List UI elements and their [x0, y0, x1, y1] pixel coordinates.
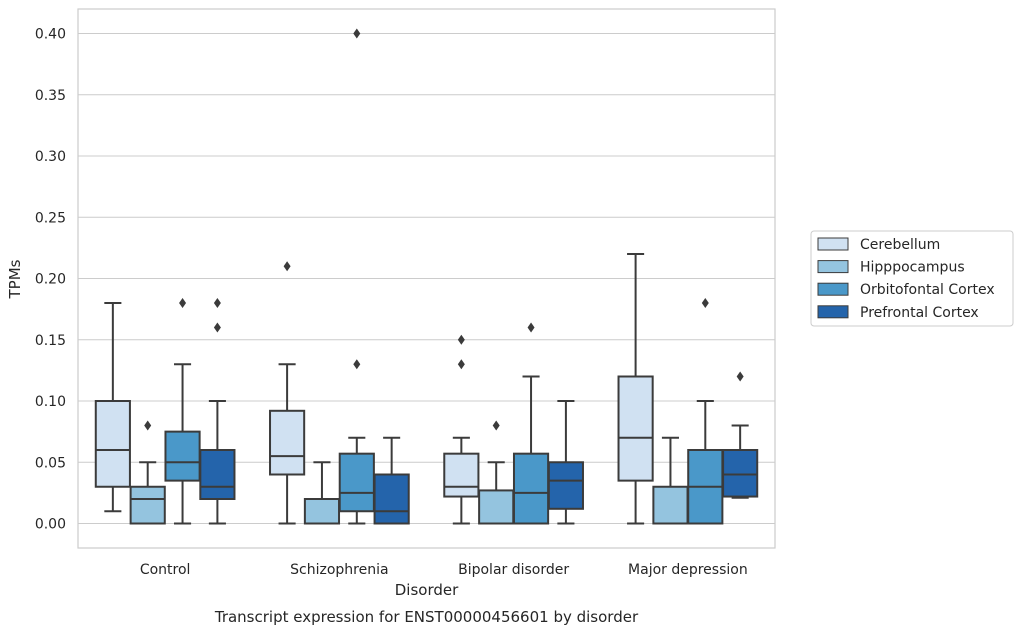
outlier-point — [527, 322, 535, 333]
box-body — [547, 461, 584, 510]
box-body — [338, 452, 375, 513]
box-0-2 — [164, 298, 201, 525]
legend-label: Cerebellum — [860, 237, 940, 253]
outlier-point — [213, 298, 221, 308]
chart-caption: Transcript expression for ENST0000045660… — [214, 608, 639, 626]
box-3-1 — [652, 436, 689, 525]
x-axis-label: Disorder — [395, 581, 459, 599]
legend-label: Hipppocampus — [860, 260, 965, 276]
box-1-3 — [373, 436, 410, 525]
outlier-point — [353, 28, 361, 39]
box-0-0 — [94, 302, 131, 513]
y-tick-labels: 0.00 0.05 0.10 0.15 0.20 0.25 0.30 0.35 0.40 — [35, 27, 66, 533]
box-2-1 — [478, 420, 515, 525]
boxes — [94, 28, 759, 525]
outlier-point — [144, 420, 152, 431]
box-body — [722, 449, 759, 498]
box-2-2 — [512, 322, 550, 525]
legend: Cerebellum Hipppocampus Orbitofontal Corte… — [810, 230, 1014, 327]
legend-frame — [810, 230, 1014, 327]
y-tick-label: 0.30 — [35, 149, 66, 165]
y-tick-label: 0.25 — [35, 210, 66, 226]
legend-swatch — [817, 237, 849, 251]
box-body — [199, 449, 236, 500]
box-1-2 — [338, 28, 375, 525]
outlier-point — [736, 371, 744, 382]
y-tick-label: 0.15 — [35, 333, 66, 349]
y-tick-label: 0.00 — [35, 517, 66, 533]
x-tick-label: Schizophrenia — [290, 562, 388, 578]
box-body — [303, 498, 341, 525]
box-3-3 — [722, 371, 759, 499]
outlier-point — [353, 359, 361, 370]
outlier-point — [283, 261, 291, 272]
outlier-point — [213, 322, 221, 333]
box-body — [652, 485, 689, 525]
box-3-0 — [617, 253, 654, 525]
y-tick-label: 0.05 — [35, 455, 66, 471]
legend-swatch — [817, 282, 849, 296]
y-tick-label: 0.20 — [35, 272, 66, 288]
box-2-0 — [443, 334, 480, 525]
y-axis-label: TPMs — [6, 259, 24, 299]
x-tick-labels: Control Schizophrenia Bipolar disorder Majo… — [140, 562, 748, 578]
box-body — [512, 452, 550, 525]
box-1-1 — [303, 461, 341, 525]
plot-frame — [77, 8, 776, 549]
box-body — [443, 452, 480, 498]
outlier-point — [492, 420, 500, 431]
legend-swatch — [817, 260, 849, 274]
box-body — [94, 400, 131, 488]
box-body — [373, 473, 410, 525]
outlier-point — [457, 334, 465, 345]
y-tick-label: 0.10 — [35, 394, 66, 410]
x-tick-label: Bipolar disorder — [458, 562, 569, 578]
box-2-3 — [547, 400, 584, 525]
legend-swatch — [817, 305, 849, 319]
box-0-3 — [199, 298, 236, 525]
box-body — [478, 489, 515, 525]
box-body — [617, 375, 654, 482]
legend-label: Orbitofontal Cortex — [860, 282, 995, 298]
legend-label: Prefrontal Cortex — [860, 305, 979, 321]
outlier-point — [701, 298, 709, 308]
box-body — [269, 409, 306, 476]
outlier-point — [179, 298, 187, 308]
box-3-2 — [687, 298, 724, 525]
box-0-1 — [129, 420, 166, 525]
y-tick-label: 0.35 — [35, 88, 66, 104]
x-tick-label: Control — [140, 562, 191, 578]
box-body — [129, 485, 166, 525]
x-tick-label: Major depression — [628, 562, 748, 578]
box-1-0 — [269, 261, 306, 525]
y-tick-label: 0.40 — [35, 27, 66, 43]
outlier-point — [457, 359, 465, 370]
box-body — [164, 430, 201, 482]
